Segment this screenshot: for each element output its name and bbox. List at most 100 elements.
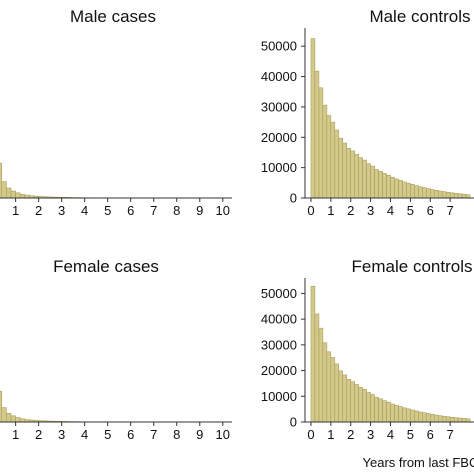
y-tick-label: 0 xyxy=(290,191,297,206)
x-tick-label: 2 xyxy=(35,427,42,442)
x-tick-label: 8 xyxy=(173,427,180,442)
bars xyxy=(0,162,224,199)
bar xyxy=(346,147,351,199)
bar xyxy=(322,342,328,423)
x-tick-label: 7 xyxy=(150,427,157,442)
bars xyxy=(310,285,471,423)
bar xyxy=(6,187,12,199)
bar xyxy=(350,381,355,423)
x-tick-label: 6 xyxy=(427,203,434,218)
bar xyxy=(0,390,3,423)
panel-title: Male controls xyxy=(369,7,470,26)
bar xyxy=(362,389,367,423)
bar xyxy=(398,406,403,423)
x-tick-label: 6 xyxy=(127,427,134,442)
x-tick-label: 9 xyxy=(196,203,203,218)
bar xyxy=(378,171,383,199)
bar xyxy=(338,137,344,199)
panel-female-cases: Female cases 012345678910 xyxy=(0,257,232,442)
panel-title: Female cases xyxy=(53,257,159,276)
bar xyxy=(370,165,375,199)
bar xyxy=(354,154,359,199)
bar xyxy=(6,413,12,423)
y-tick-label: 30000 xyxy=(261,337,297,352)
bar xyxy=(342,142,348,199)
bar xyxy=(430,414,435,423)
bar xyxy=(445,191,451,199)
x-tick-label: 4 xyxy=(81,203,88,218)
bar xyxy=(410,184,415,199)
bar xyxy=(453,417,459,423)
x-tick-label: 8 xyxy=(173,203,180,218)
bar xyxy=(394,405,399,423)
x-tick-label: 1 xyxy=(12,203,19,218)
bar xyxy=(10,415,16,423)
bar xyxy=(374,169,379,199)
x-tick-label: 6 xyxy=(127,203,134,218)
x-tick-label: 3 xyxy=(367,427,374,442)
bar xyxy=(15,192,21,199)
bar xyxy=(437,190,443,199)
bar xyxy=(378,398,383,423)
bar xyxy=(437,415,443,423)
bar xyxy=(382,400,387,423)
x-tick-label: 4 xyxy=(81,427,88,442)
x-axis-label: Years from last FBC to index xyxy=(363,455,474,470)
bar xyxy=(19,194,26,199)
bar xyxy=(394,178,399,199)
bar xyxy=(1,407,7,423)
x-tick-label: 7 xyxy=(447,203,454,218)
bar xyxy=(386,174,391,199)
y-tick-label: 10000 xyxy=(261,160,297,175)
bar xyxy=(326,115,332,199)
x-tick-label: 2 xyxy=(347,427,354,442)
y-tick-label: 50000 xyxy=(261,39,297,54)
bar xyxy=(402,407,407,423)
x-tick-label: 7 xyxy=(447,427,454,442)
x-tick-label: 2 xyxy=(35,203,42,218)
bar xyxy=(334,129,340,199)
x-tick-label: 3 xyxy=(58,203,65,218)
bar xyxy=(461,418,467,423)
panel-male-controls: Male controls 0 1 2 3 4 5 6 7010000200003000040… xyxy=(261,7,474,218)
x-tick-label: 1 xyxy=(12,427,19,442)
x-tick-label: 5 xyxy=(104,203,111,218)
bar xyxy=(457,417,463,423)
bar xyxy=(406,182,411,199)
bar xyxy=(449,416,455,423)
panel-female-controls: Female controls 0 1 2 3 4 5 6 70100002000030000… xyxy=(261,257,474,442)
bar xyxy=(418,411,423,423)
bar xyxy=(410,409,415,423)
x-tick-label: 0 xyxy=(307,427,314,442)
x-tick-label: 4 xyxy=(387,203,394,218)
bar xyxy=(414,185,419,199)
bar xyxy=(314,70,320,199)
bar xyxy=(418,186,423,199)
bar xyxy=(457,193,463,199)
bars xyxy=(0,390,224,423)
bar xyxy=(390,403,395,423)
x-tick-label: 1 xyxy=(327,427,334,442)
x-tick-label: 1 xyxy=(327,203,334,218)
bar xyxy=(426,413,431,423)
bar xyxy=(346,379,351,423)
bar xyxy=(406,408,411,423)
x-tick-label: 9 xyxy=(196,427,203,442)
bar xyxy=(386,401,391,423)
bar xyxy=(414,410,419,423)
x-tick-label: 5 xyxy=(407,203,414,218)
bar xyxy=(330,357,336,423)
bar xyxy=(374,397,379,423)
y-tick-label: 40000 xyxy=(261,69,297,84)
y-tick-label: 20000 xyxy=(261,363,297,378)
bar xyxy=(453,193,459,199)
bar xyxy=(465,194,471,199)
x-tick-label: 2 xyxy=(347,203,354,218)
bar xyxy=(422,412,427,423)
x-tick-label: 3 xyxy=(367,203,374,218)
bar xyxy=(366,392,371,423)
y-tick-label: 40000 xyxy=(261,312,297,327)
y-tick-label: 10000 xyxy=(261,389,297,404)
bar xyxy=(430,189,435,199)
